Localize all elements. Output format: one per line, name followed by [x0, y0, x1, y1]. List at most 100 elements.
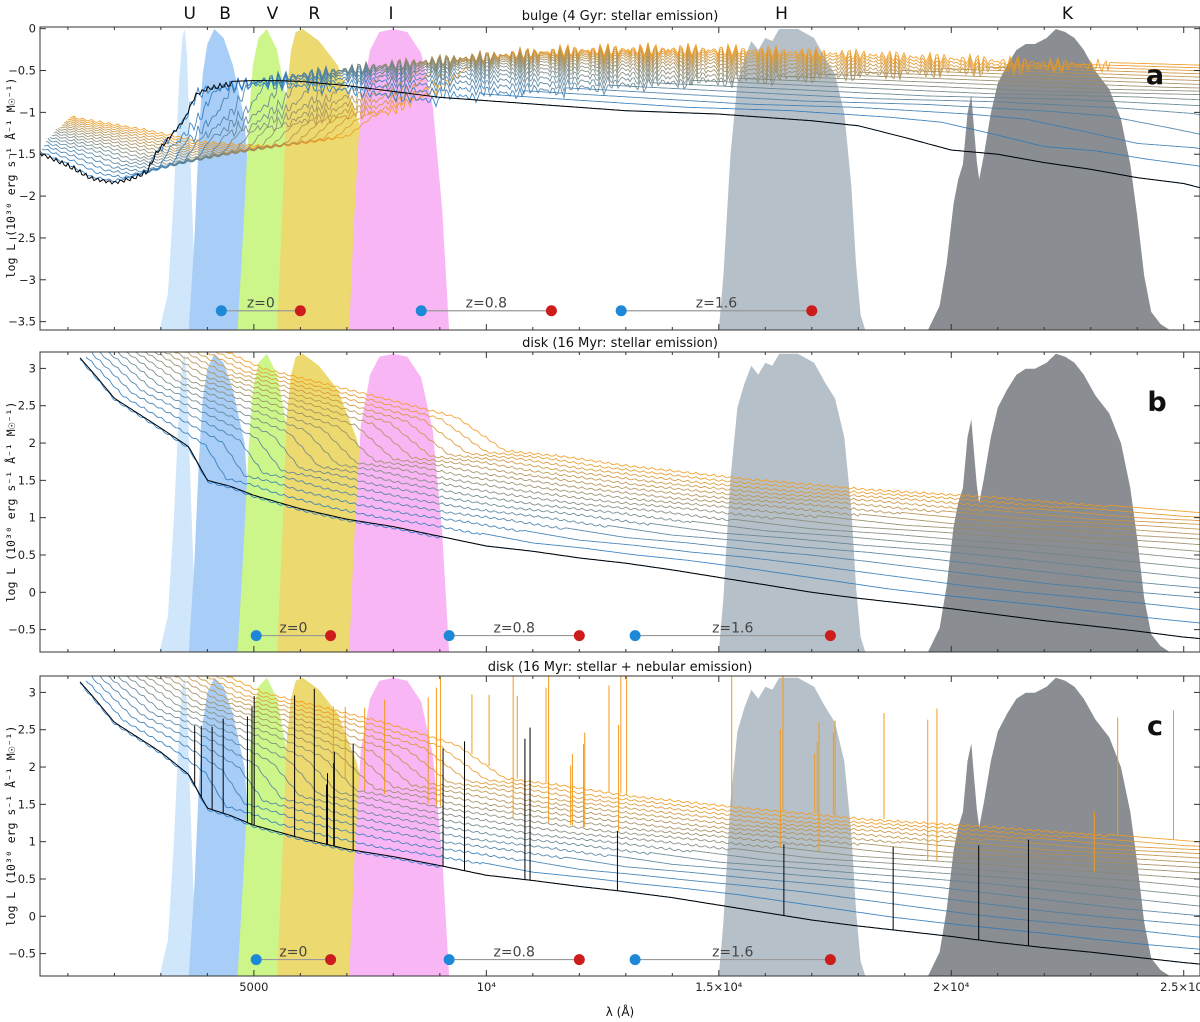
x-tick-label: 1.5×10⁴ — [695, 980, 743, 994]
spectrum-z-1.2 — [150, 675, 1200, 859]
filter-U-curve — [159, 29, 199, 330]
panel-letter: a — [1146, 60, 1164, 91]
spectrum-z-1.4 — [162, 675, 1200, 851]
spectrum-z-0.3 — [98, 675, 1200, 926]
spectrum-z-0.8 — [128, 351, 1200, 552]
y-tick-label: 0.5 — [18, 872, 36, 886]
y-tick-label: −2.5 — [8, 231, 36, 245]
z-range-end-dot — [325, 630, 337, 642]
filter-B-curve — [188, 353, 257, 652]
filter-K-curve — [928, 677, 1170, 976]
spectra-series — [79, 351, 1200, 640]
axis-ticks: 0 −0.5 −1 −1.5 −2 −2.5 −3 −3.5 — [8, 22, 1200, 330]
spectrum-z-0.1 — [85, 356, 1200, 624]
spectrum-z-0.6 — [52, 61, 1200, 165]
z-range-start-dot — [250, 630, 262, 642]
y-tick-label: 2 — [29, 760, 36, 774]
spectrum-z-1.5 — [168, 351, 1200, 518]
y-tick-label: −1.5 — [8, 147, 36, 161]
z-range-start-dot — [629, 954, 641, 966]
z-range-end-dot — [325, 954, 337, 966]
band-label-H: H — [775, 4, 788, 24]
spectrum-z-0.6 — [116, 351, 1200, 569]
spectra-series — [79, 675, 1200, 965]
spectrum-z-0.5 — [49, 63, 1200, 168]
y-axis-label: log L (10³⁰ erg s⁻¹ Å⁻¹ M☉⁻¹) — [3, 78, 18, 279]
spectrum-z-1.0 — [138, 675, 1200, 868]
spectrum-z-0.7 — [122, 675, 1200, 888]
spectra-series — [39, 42, 1200, 189]
filter-curves — [159, 677, 1170, 976]
z-range-label: z=0.8 — [494, 945, 535, 961]
band-label-R: R — [308, 4, 320, 24]
spectrum-z-0.7 — [53, 58, 1200, 163]
y-tick-label: 0 — [29, 909, 36, 923]
spectrum-z-1.6 — [174, 351, 1200, 514]
spectrum-z-0.5 — [110, 675, 1200, 907]
filter-K-curve — [928, 29, 1170, 330]
filter-U-curve — [159, 677, 199, 976]
filter-curves — [159, 353, 1170, 652]
z-range-label: z=0 — [279, 945, 307, 961]
plot-frame — [39, 351, 1200, 653]
spectrum-z-0.2 — [91, 352, 1200, 610]
spectrum-z-0.6 — [116, 675, 1200, 897]
z-range-end-dot — [824, 630, 836, 642]
z-range-end-dot — [573, 630, 585, 642]
y-tick-label: −0.5 — [8, 947, 36, 961]
axis-ticks: 3 2.5 2 1.5 1 0.5 0 −0.5 — [8, 352, 1200, 652]
redshift-ranges: z=0 z=0.8 z=1.6 — [215, 296, 818, 317]
z-range-label: z=1.6 — [712, 621, 753, 637]
z-range-end-dot — [573, 954, 585, 966]
spectrum-z-0.2 — [91, 676, 1200, 938]
z-range-end-dot — [806, 305, 818, 317]
z-range-end-dot — [294, 305, 306, 317]
y-tick-label: 3 — [29, 685, 36, 699]
spectrum-z-1.6 — [69, 42, 1200, 148]
spectrum-rest-frame — [39, 80, 1200, 189]
y-tick-label: −3.5 — [8, 315, 36, 329]
y-tick-label: −0.5 — [8, 64, 36, 78]
z-range-start-dot — [250, 954, 262, 966]
panel-b: z=0 z=0.8 z=1.6 3 2.5 2 1.5 1 0.5 0 −0.5 disk (16… — [3, 336, 1200, 653]
panel-title: disk (16 Myr: stellar emission) — [522, 336, 718, 351]
redshift-ranges: z=0 z=0.8 z=1.6 — [250, 945, 836, 966]
x-tick-label: 10⁴ — [477, 980, 497, 994]
z-range-label: z=1.6 — [696, 296, 737, 312]
band-label-B: B — [219, 4, 231, 24]
y-tick-label: 1.5 — [18, 797, 36, 811]
z-range-start-dot — [443, 954, 455, 966]
y-tick-label: 1 — [29, 835, 36, 849]
spectrum-z-0.4 — [104, 351, 1200, 589]
spectrum-z-0.3 — [98, 351, 1200, 599]
x-tick-label: 5000 — [239, 980, 268, 994]
redshift-ranges: z=0 z=0.8 z=1.6 — [250, 621, 836, 642]
filter-H-curve — [718, 353, 866, 652]
panel-c: z=0 z=0.8 z=1.6 3 2.5 2 1.5 1 0.5 0 −0.5 5000 10⁴ 1.… — [3, 660, 1200, 994]
spectrum-z-0.9 — [57, 53, 1200, 159]
y-tick-label: −3 — [19, 273, 36, 287]
z-range-label: z=1.6 — [712, 945, 753, 961]
filter-I-curve — [349, 353, 450, 652]
filter-B-curve — [188, 677, 257, 976]
spectrum-z-0.9 — [132, 351, 1200, 546]
y-tick-label: 1 — [29, 511, 36, 525]
spectrum-z-0.4 — [104, 675, 1200, 917]
plot-frame — [39, 26, 1200, 331]
plot-frame — [39, 675, 1200, 977]
y-tick-label: 2 — [29, 436, 36, 450]
z-range-start-dot — [215, 305, 227, 317]
axis-ticks: 3 2.5 2 1.5 1 0.5 0 −0.5 5000 10⁴ 1.5×10⁴ 2×10⁴ 2.5×… — [8, 676, 1200, 994]
panel-a: z=0 z=0.8 z=1.6 0 −0.5 −1 −1.5 −2 −2.5 −3 −3.5 bu… — [3, 9, 1200, 331]
y-axis-label: log L (10³⁰ erg s⁻¹ Å⁻¹ M☉⁻¹) — [3, 402, 18, 603]
x-tick-label: 2.5×10⁴ — [1160, 980, 1200, 994]
y-tick-label: 0.5 — [18, 548, 36, 562]
spectrum-z-1.2 — [150, 351, 1200, 530]
y-tick-label: 2.5 — [18, 399, 36, 413]
panel-letter: b — [1147, 387, 1166, 418]
z-range-end-dot — [824, 954, 836, 966]
z-range-label: z=0 — [247, 296, 275, 312]
spectrum-z-0.8 — [128, 675, 1200, 880]
spectrum-rest-frame — [79, 681, 1200, 965]
